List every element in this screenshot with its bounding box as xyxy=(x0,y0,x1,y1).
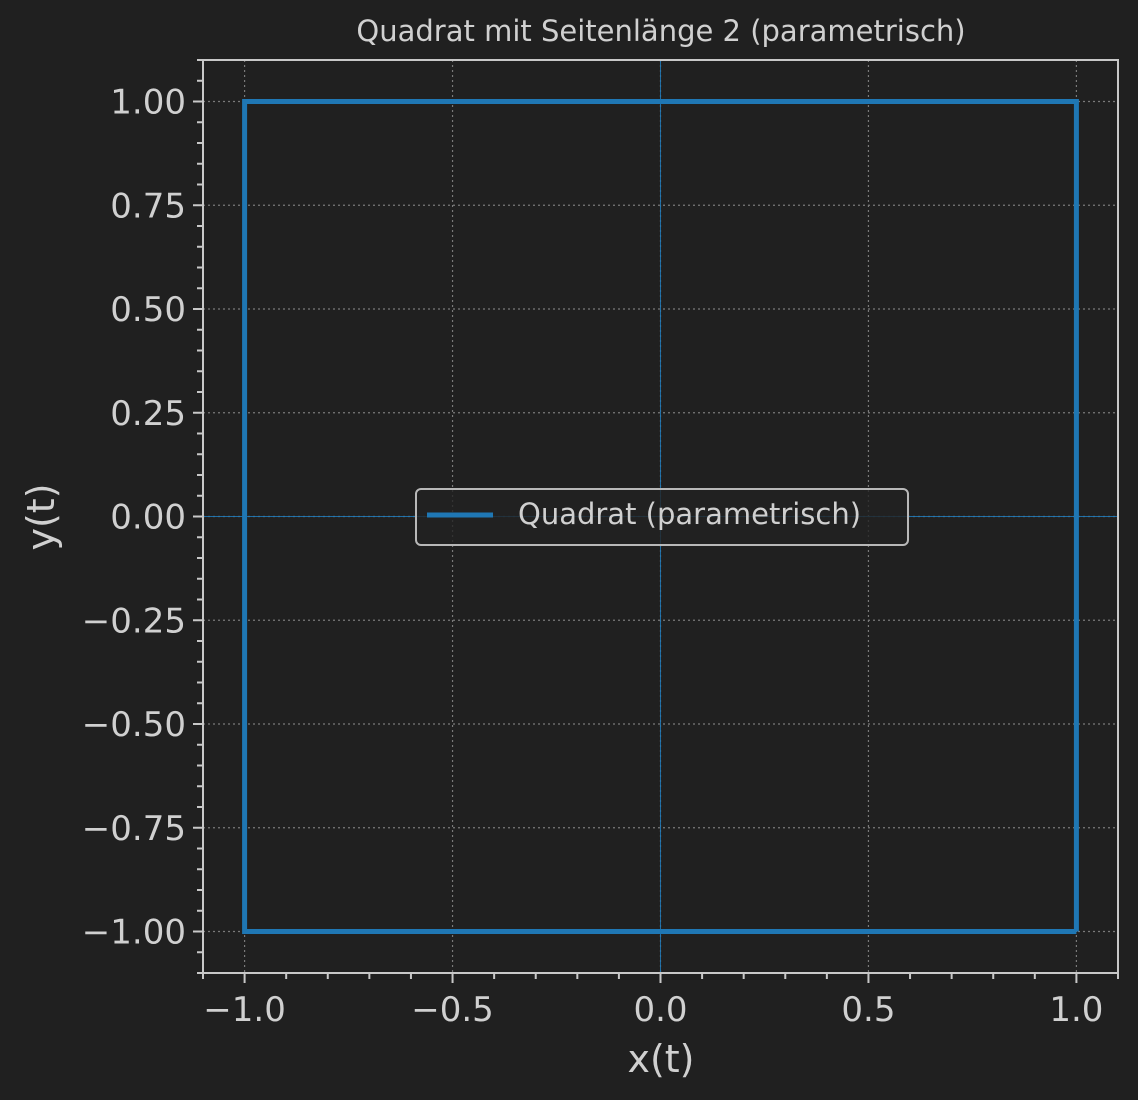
x-tick-label: −0.5 xyxy=(411,990,494,1030)
x-tick-label: −1.0 xyxy=(203,990,286,1030)
y-axis-label: y(t) xyxy=(19,483,63,550)
y-tick-label: 0.75 xyxy=(110,186,186,226)
x-ticks: −1.0 −0.5 0.0 0.5 1.0 xyxy=(202,973,1119,1030)
x-axis-label: x(t) xyxy=(627,1037,694,1081)
y-tick-label: −0.50 xyxy=(82,705,186,745)
y-tick-label: −0.25 xyxy=(82,601,186,641)
y-tick-label: 0.00 xyxy=(110,498,186,538)
series-group xyxy=(242,99,1079,934)
y-tick-label: −1.00 xyxy=(82,913,186,953)
series-line xyxy=(242,99,1079,934)
legend-label: Quadrat (parametrisch) xyxy=(518,497,861,531)
y-tick-label: 1.00 xyxy=(110,83,186,123)
y-tick-label: 0.25 xyxy=(110,394,186,434)
y-tick-label: −0.75 xyxy=(82,809,186,849)
x-tick-label: 0.5 xyxy=(841,990,895,1030)
x-tick-label: 1.0 xyxy=(1049,990,1103,1030)
legend-box xyxy=(415,488,909,546)
chart-title: Quadrat mit Seitenlänge 2 (parametrisch) xyxy=(356,14,965,48)
y-tick-label: 0.50 xyxy=(110,290,186,330)
x-tick-label: 0.0 xyxy=(633,990,687,1030)
legend: Quadrat (parametrisch) xyxy=(415,488,909,546)
y-ticks: 1.00 0.75 0.50 0.25 0.00 −0.25 −0.50 −0.75 −1.00 xyxy=(82,59,203,974)
